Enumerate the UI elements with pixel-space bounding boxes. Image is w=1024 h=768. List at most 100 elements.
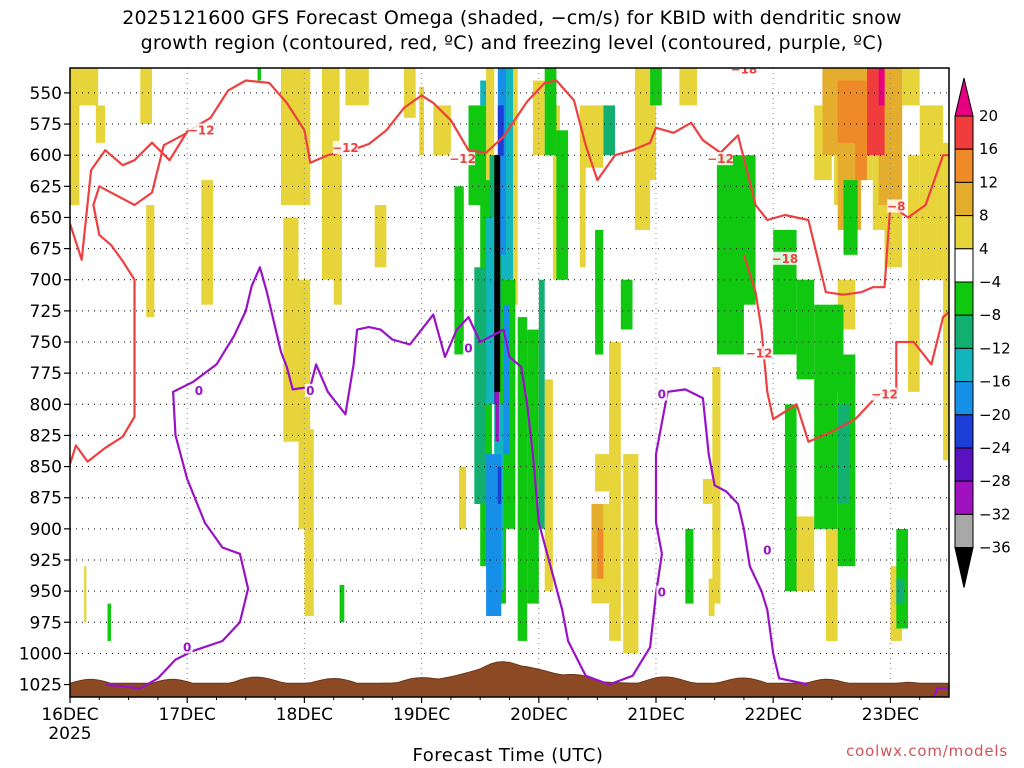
colorbar-label: 12	[979, 173, 998, 191]
y-tick-label: 875	[30, 489, 62, 509]
y-tick-label: 950	[30, 582, 62, 602]
omega-shade-patch	[70, 68, 80, 205]
dgz-contour-label-bg	[746, 346, 772, 360]
freezing-level-label: 0	[306, 384, 314, 398]
freezing-level-line	[105, 266, 809, 690]
omega-shade-patch	[345, 68, 369, 106]
y-tick-label: 925	[30, 551, 62, 571]
y-tick-label: 575	[30, 115, 62, 135]
omega-shade-patch	[497, 105, 504, 156]
x-tick-label: 19DEC	[393, 705, 450, 725]
y-tick-label: 725	[30, 302, 62, 322]
omega-shade-patch	[257, 68, 261, 81]
omega-shade-patch	[140, 68, 152, 124]
x-tick-label: 16DEC	[41, 705, 98, 725]
omega-shade-patch	[919, 105, 944, 280]
omega-shade-patch	[609, 342, 621, 641]
x-year-label: 2025	[48, 724, 91, 744]
omega-shade-patch	[834, 304, 844, 392]
freezing-level-label-bg	[656, 387, 668, 401]
terrain-fill	[70, 661, 949, 697]
dgz-contour-label: −12	[746, 346, 773, 360]
omega-shade-patch	[890, 566, 903, 641]
credit-text: coolwx.com/models	[846, 742, 1008, 760]
omega-shade-patch	[495, 391, 499, 442]
freezing-level-label: 0	[183, 640, 191, 654]
omega-shade-patch	[702, 479, 713, 504]
colorbar-top-arrow	[954, 77, 974, 117]
omega-shade-patch	[708, 578, 715, 617]
omega-shade-patch	[474, 267, 486, 504]
omega-shade-patch	[333, 155, 342, 305]
omega-shade-patch	[497, 466, 502, 504]
dgz-contour-label-bg	[772, 251, 798, 265]
omega-shade-patch	[603, 105, 615, 156]
omega-shade-patch	[943, 142, 949, 461]
freezing-level-layer: 0 0 0 0 0 0 0	[105, 266, 949, 697]
omega-shade-patch	[146, 205, 155, 318]
terrain-layer	[70, 661, 949, 697]
dgz-contour-line	[70, 131, 188, 465]
omega-shade-patch	[459, 466, 467, 529]
dgz-contour-label-bg	[332, 140, 358, 154]
y-tick-label: 800	[30, 395, 62, 415]
freezing-level-label-bg	[304, 383, 316, 397]
omega-shade-patch	[544, 379, 553, 592]
omega-shade-patch	[902, 68, 920, 106]
dgz-contour-line	[742, 254, 949, 443]
omega-shade-patch	[716, 155, 744, 355]
omega-shade-patch	[84, 566, 87, 623]
omega-shade-patch	[501, 68, 513, 280]
y-tick-label: 675	[30, 240, 62, 260]
x-axis-title: Forecast Time (UTC)	[412, 745, 604, 766]
omega-shade-patch	[79, 68, 99, 106]
y-tick-label: 625	[30, 177, 62, 197]
freezing-level-line	[932, 687, 949, 697]
omega-shade-patch	[679, 68, 697, 106]
colorbar-label: −36	[979, 539, 1011, 557]
dgz-contour-label: −8	[887, 200, 905, 214]
freezing-level-label: 0	[763, 543, 771, 557]
omega-shade-patch	[896, 578, 905, 604]
colorbar-label: −16	[979, 373, 1011, 391]
colorbar-swatch	[954, 480, 974, 515]
omega-shade-patch	[878, 68, 885, 106]
omega-shading-layer	[70, 68, 949, 654]
x-tick-label: 18DEC	[276, 705, 333, 725]
omega-shade-patch	[486, 217, 498, 405]
colorbar-swatch	[954, 115, 974, 150]
colorbar-swatch	[954, 381, 974, 416]
y-tick-label: 1000	[19, 644, 62, 664]
colorbar-swatch	[954, 314, 974, 349]
dgz-contour-label-bg	[731, 68, 757, 76]
omega-shade-patch	[374, 205, 387, 268]
colorbar-swatch	[954, 447, 974, 482]
colorbar-label: −8	[979, 306, 1001, 324]
chart-title-line-1: 2025121600 GFS Forecast Omega (shaded, −…	[122, 7, 902, 29]
omega-shade-patch	[201, 180, 213, 305]
colorbar-swatch	[954, 414, 974, 449]
colorbar-label: 20	[979, 107, 998, 125]
omega-shade-patch	[503, 304, 510, 455]
dgz-contour-label: −12	[707, 152, 734, 166]
y-tick-label: 775	[30, 364, 62, 384]
omega-shade-patch	[595, 454, 610, 492]
omega-shade-patch	[544, 68, 557, 156]
omega-shade-patch	[796, 279, 815, 380]
colorbar-label: 4	[979, 240, 989, 258]
y-tick-label: 650	[30, 208, 62, 228]
dgz-contour-line	[70, 79, 949, 296]
freezing-level-label-bg	[761, 543, 773, 557]
freezing-level-label: 0	[464, 341, 472, 355]
dgz-contour-label-bg	[450, 152, 476, 166]
freezing-level-label-bg	[181, 640, 193, 654]
colorbar-swatch	[954, 281, 974, 316]
colorbar-label: 8	[979, 207, 989, 225]
colorbar-swatch	[954, 215, 974, 250]
omega-shade-patch	[283, 217, 299, 442]
omega-shade-patch	[583, 105, 604, 168]
dgz-contour-label: −12	[449, 152, 476, 166]
omega-shade-patch	[497, 68, 506, 255]
omega-shade-patch	[595, 229, 604, 355]
omega-shade-patch	[908, 155, 920, 392]
